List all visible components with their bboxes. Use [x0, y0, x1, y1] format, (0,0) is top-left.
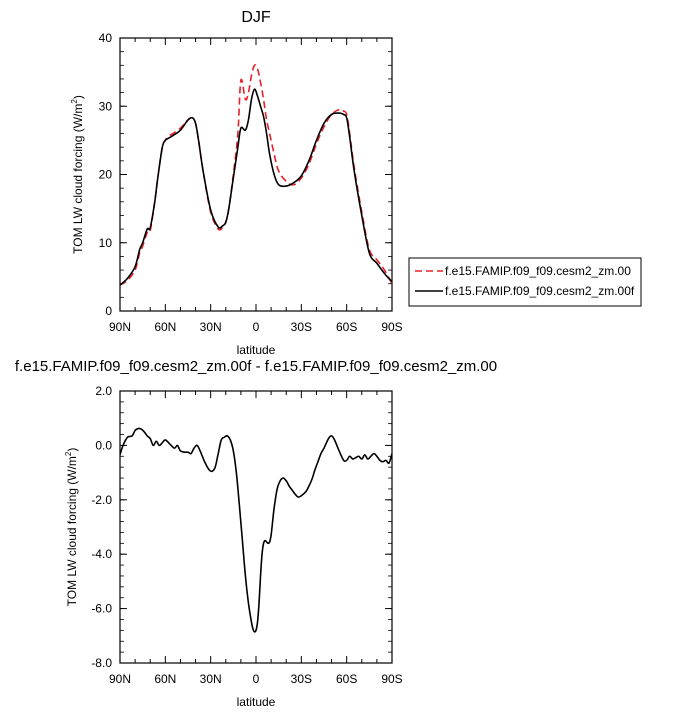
x-tick-label: 60S	[336, 672, 357, 686]
x-tick-label: 0	[253, 672, 260, 686]
x-axis-label: latitude	[237, 343, 276, 357]
y-tick-label: 30	[99, 99, 113, 113]
chart-title: DJF	[241, 9, 271, 26]
x-tick-label: 30N	[200, 672, 222, 686]
y-tick-label: 0	[105, 304, 112, 318]
x-axis-label: latitude	[237, 695, 276, 709]
x-tick-label: 60N	[154, 672, 176, 686]
x-tick-label: 30S	[291, 320, 312, 334]
x-tick-label: 90N	[109, 672, 131, 686]
plot-frame	[119, 37, 393, 312]
y-tick-label: -6.0	[91, 602, 112, 616]
y-axis-label-sup: 2	[64, 451, 73, 456]
y-axis-label: TOM LW cloud forcing (W/m2)	[64, 448, 79, 607]
y-axis-label-close: )	[71, 95, 85, 99]
y-tick-label: -2.0	[91, 493, 112, 507]
y-tick-label: 40	[99, 31, 113, 45]
legend-box	[408, 257, 642, 307]
y-axis-label-main: TOM LW cloud forcing (W/m	[71, 104, 85, 254]
y-axis-label-sup: 2	[70, 99, 79, 104]
x-tick-label: 0	[253, 320, 260, 334]
x-tick-label: 30N	[200, 320, 222, 334]
chart-panel-1: DJF 90N 60N 30N 0 30S 60S 90S 0 10 20 30 40 latitude T…	[70, 9, 642, 357]
legend-entry: f.e15.FAMIP.f09_f09.cesm2_zm.00	[445, 264, 631, 278]
x-tick-label: 90S	[381, 320, 402, 334]
series-line-1	[120, 427, 392, 633]
series-line-2	[120, 88, 392, 286]
y-tick-label: 20	[99, 168, 113, 182]
chart-panel-2: f.e15.FAMIP.f09_f09.cesm2_zm.00f - f.e15…	[15, 358, 497, 709]
series-line-1	[120, 64, 392, 286]
x-tick-label: 90S	[381, 672, 402, 686]
chart-title: f.e15.FAMIP.f09_f09.cesm2_zm.00f - f.e15…	[15, 358, 497, 375]
y-tick-label: 0.0	[95, 438, 112, 452]
x-tick-label: 90N	[109, 320, 131, 334]
plot-frame	[119, 390, 393, 664]
legend: f.e15.FAMIP.f09_f09.cesm2_zm.00 f.e15.FAM…	[408, 257, 642, 307]
y-axis-label-main: TOM LW cloud forcing (W/m	[65, 456, 79, 606]
y-tick-label: 2.0	[95, 384, 112, 398]
y-tick-label: -4.0	[91, 547, 112, 561]
y-axis-label-close: )	[65, 448, 79, 452]
x-tick-label: 60S	[336, 320, 357, 334]
x-tick-label: 30S	[291, 672, 312, 686]
legend-entry: f.e15.FAMIP.f09_f09.cesm2_zm.00f	[445, 284, 635, 298]
y-axis-label: TOM LW cloud forcing (W/m2)	[70, 95, 85, 254]
y-tick-label: -8.0	[91, 656, 112, 670]
y-tick-label: 10	[99, 236, 113, 250]
x-tick-label: 60N	[154, 320, 176, 334]
